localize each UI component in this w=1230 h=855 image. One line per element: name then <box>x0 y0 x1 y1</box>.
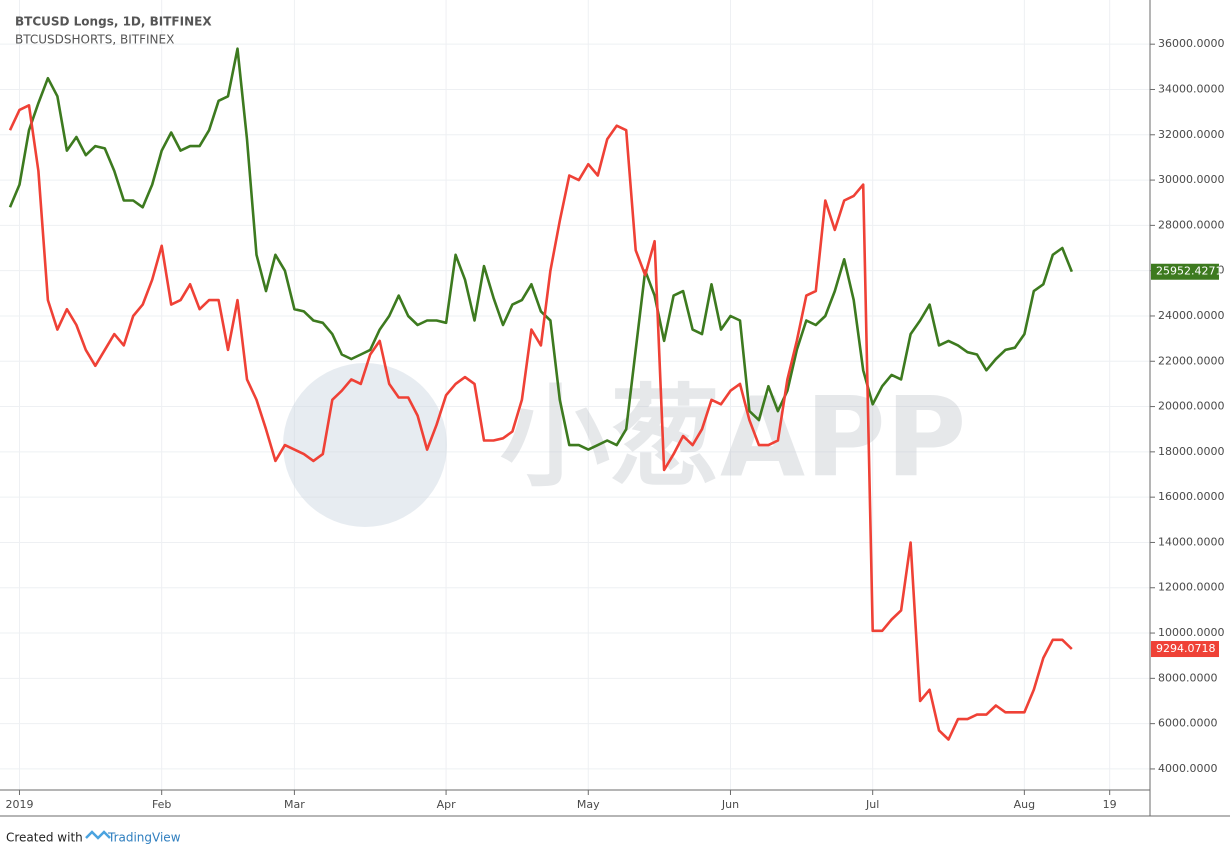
footer-brand[interactable]: TradingView <box>107 831 181 845</box>
y-tick-label: 14000.0000 <box>1158 535 1224 548</box>
y-tick-label: 36000.0000 <box>1158 37 1224 50</box>
watermark: 小葱APP <box>500 373 966 501</box>
y-tick-label: 8000.0000 <box>1158 671 1218 684</box>
y-tick-label: 18000.0000 <box>1158 445 1224 458</box>
footer-logo <box>85 830 111 840</box>
x-tick-label: Jul <box>865 798 879 811</box>
y-tick-label: 34000.0000 <box>1158 82 1224 95</box>
x-tick-label: May <box>577 798 600 811</box>
y-tick-label: 30000.0000 <box>1158 173 1224 186</box>
x-tick-label: Apr <box>437 798 457 811</box>
y-tick-label: 16000.0000 <box>1158 490 1224 503</box>
footer-text: Created with <box>6 831 83 845</box>
grid <box>0 0 1150 790</box>
legend-entry: BTCUSD Longs, 1D, BITFINEX <box>15 15 212 29</box>
x-tick-label: Aug <box>1014 798 1035 811</box>
last-value-box <box>1151 641 1219 658</box>
series-line <box>8 47 1074 451</box>
x-tick-label: Feb <box>152 798 171 811</box>
series-line <box>8 104 1073 741</box>
y-tick-label: 32000.0000 <box>1158 128 1224 141</box>
last-value-label: 9294.0718 <box>1156 642 1216 655</box>
x-tick-label: 2019 <box>5 798 33 811</box>
y-tick-label: 22000.0000 <box>1158 354 1224 367</box>
y-tick-label: 20000.0000 <box>1158 400 1224 413</box>
legend-entry: BTCUSDSHORTS, BITFINEX <box>15 33 174 47</box>
x-tick-label: 19 <box>1103 798 1117 811</box>
y-tick-label: 6000.0000 <box>1158 717 1218 730</box>
lines <box>8 47 1074 741</box>
y-tick-label: 24000.0000 <box>1158 309 1224 322</box>
x-tick-label: Jun <box>721 798 739 811</box>
watermark-logo <box>283 363 447 527</box>
y-tick-label: 10000.0000 <box>1158 626 1224 639</box>
x-tick-label: Mar <box>284 798 305 811</box>
y-tick-label: 28000.0000 <box>1158 218 1224 231</box>
y-tick-label: 12000.0000 <box>1158 581 1224 594</box>
last-value-box <box>1151 263 1219 280</box>
last-value-label: 25952.4271 <box>1156 265 1222 278</box>
y-tick-label: 4000.0000 <box>1158 762 1218 775</box>
